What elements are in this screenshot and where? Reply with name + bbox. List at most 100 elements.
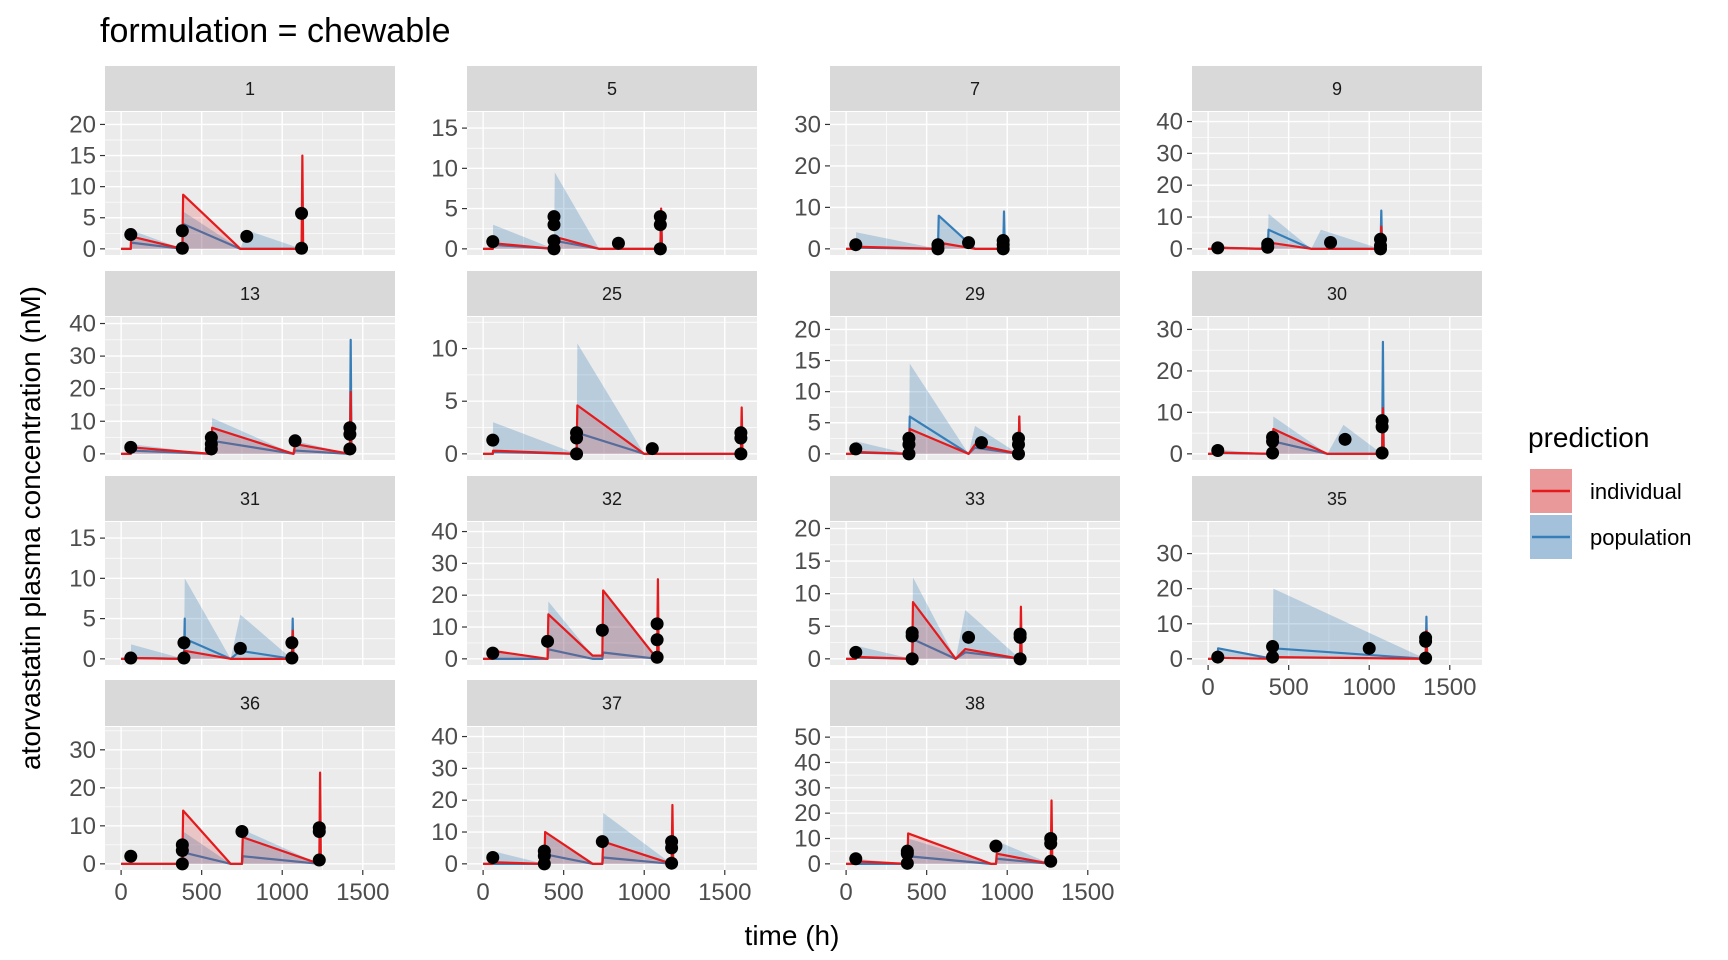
population-interval-band — [1208, 210, 1383, 249]
y-tick-label: 20 — [794, 316, 821, 343]
observed-point — [1211, 241, 1225, 255]
y-tick-label: 10 — [1156, 204, 1183, 231]
facet-strip-9 — [1192, 66, 1482, 111]
x-tick-label: 1500 — [336, 879, 389, 906]
facet-strip-label: 7 — [970, 79, 980, 99]
facet-panel-13: 13 0 10 20 30 40 — [69, 271, 395, 468]
y-tick-label: 5 — [808, 613, 821, 640]
y-tick-label: 10 — [1156, 611, 1183, 638]
observed-point — [124, 651, 138, 665]
facet-panel-33: 33 0 5 10 15 20 — [794, 476, 1120, 673]
observed-point — [240, 229, 254, 243]
facet-strip-37 — [467, 680, 757, 726]
y-tick-label: 15 — [794, 548, 821, 575]
gridlines — [830, 522, 1120, 665]
y-tick-label: 30 — [69, 737, 96, 764]
y-tick-label: 10 — [431, 614, 458, 641]
individual-interval-band — [1208, 408, 1384, 454]
facet-panel-7: 7 0 10 20 30 — [794, 66, 1120, 263]
observed-point — [1362, 641, 1376, 655]
gridlines — [467, 317, 757, 460]
observed-point — [665, 841, 679, 855]
observed-point — [849, 238, 863, 252]
y-tick-label: 10 — [431, 155, 458, 182]
y-tick-label: 20 — [794, 153, 821, 180]
facet-strip-label: 38 — [965, 694, 985, 714]
x-tick-label: 0 — [114, 879, 127, 906]
chart-title: formulation = chewable — [100, 12, 451, 50]
observed-point — [1211, 650, 1225, 664]
observed-point — [611, 236, 625, 250]
y-axis-title: atorvastatin plasma concentration (nM) — [15, 286, 46, 770]
observed-point — [570, 431, 584, 445]
y-tick-label: 0 — [445, 851, 458, 878]
y-tick-label: 15 — [69, 525, 96, 552]
x-tick-label: 1500 — [1061, 879, 1114, 906]
facet-panel-37: 37 0 10 20 30 40 0 500 1000 1500 — [431, 680, 757, 906]
facet-panel-25: 25 0 5 10 — [431, 271, 757, 468]
facet-strip-label: 5 — [607, 79, 617, 99]
y-tick-label: 0 — [808, 441, 821, 468]
legend-label-individual: individual — [1590, 479, 1682, 504]
y-tick-label: 0 — [1170, 236, 1183, 263]
observed-point — [175, 844, 189, 858]
y-tick-label: 40 — [431, 519, 458, 546]
observed-point — [1012, 447, 1025, 461]
y-tick-label: 10 — [69, 408, 96, 435]
y-tick-label: 10 — [794, 379, 821, 406]
facet-strip-1 — [105, 66, 395, 111]
panel-background — [830, 112, 1120, 255]
observed-point — [312, 825, 326, 839]
facet-panel-31: 31 0 5 10 15 — [69, 476, 395, 673]
y-tick-label: 30 — [69, 343, 96, 370]
observed-point — [233, 641, 247, 655]
observed-point — [486, 646, 500, 660]
population-interval-band — [121, 211, 304, 249]
facet-strip-30 — [1192, 271, 1482, 316]
y-tick-label: 10 — [794, 194, 821, 221]
population-interval-band — [121, 829, 321, 864]
y-tick-label: 15 — [794, 348, 821, 375]
facet-strip-label: 29 — [965, 284, 985, 304]
y-tick-label: 30 — [1156, 140, 1183, 167]
x-tick-label: 1500 — [1423, 674, 1476, 701]
y-tick-label: 0 — [445, 441, 458, 468]
panel-background — [1192, 112, 1482, 255]
panel-background — [467, 727, 757, 870]
individual-interval-band — [483, 405, 743, 454]
y-tick-label: 20 — [794, 800, 821, 827]
x-tick-label: 1000 — [618, 879, 671, 906]
y-tick-label: 50 — [794, 724, 821, 751]
observed-point — [653, 218, 667, 232]
observed-point — [849, 442, 863, 456]
observed-point — [653, 242, 667, 256]
observed-point — [343, 442, 357, 456]
y-tick-label: 0 — [83, 646, 96, 673]
panel-background — [830, 727, 1120, 870]
y-tick-label: 40 — [794, 749, 821, 776]
y-tick-label: 30 — [794, 775, 821, 802]
y-tick-label: 30 — [1156, 541, 1183, 568]
gridlines — [105, 317, 395, 460]
y-tick-label: 20 — [431, 787, 458, 814]
facet-strip-label: 1 — [245, 79, 255, 99]
facet-strip-25 — [467, 271, 757, 316]
panel-background — [830, 317, 1120, 460]
individual-prediction-line — [121, 771, 322, 865]
observed-point — [295, 241, 309, 255]
observed-point — [177, 651, 191, 665]
y-tick-label: 10 — [794, 826, 821, 853]
observed-point — [1266, 446, 1280, 460]
panel-background — [467, 112, 757, 255]
observed-point — [177, 636, 191, 650]
observed-point — [905, 629, 919, 643]
y-tick-label: 10 — [69, 813, 96, 840]
facet-panel-9: 9 0 10 20 30 40 — [1156, 66, 1482, 263]
observed-point — [650, 650, 664, 664]
observed-point — [1012, 438, 1025, 452]
legend: prediction individual population — [1528, 422, 1692, 559]
individual-prediction-line — [121, 154, 305, 250]
observed-point — [547, 218, 561, 232]
y-tick-label: 20 — [69, 376, 96, 403]
